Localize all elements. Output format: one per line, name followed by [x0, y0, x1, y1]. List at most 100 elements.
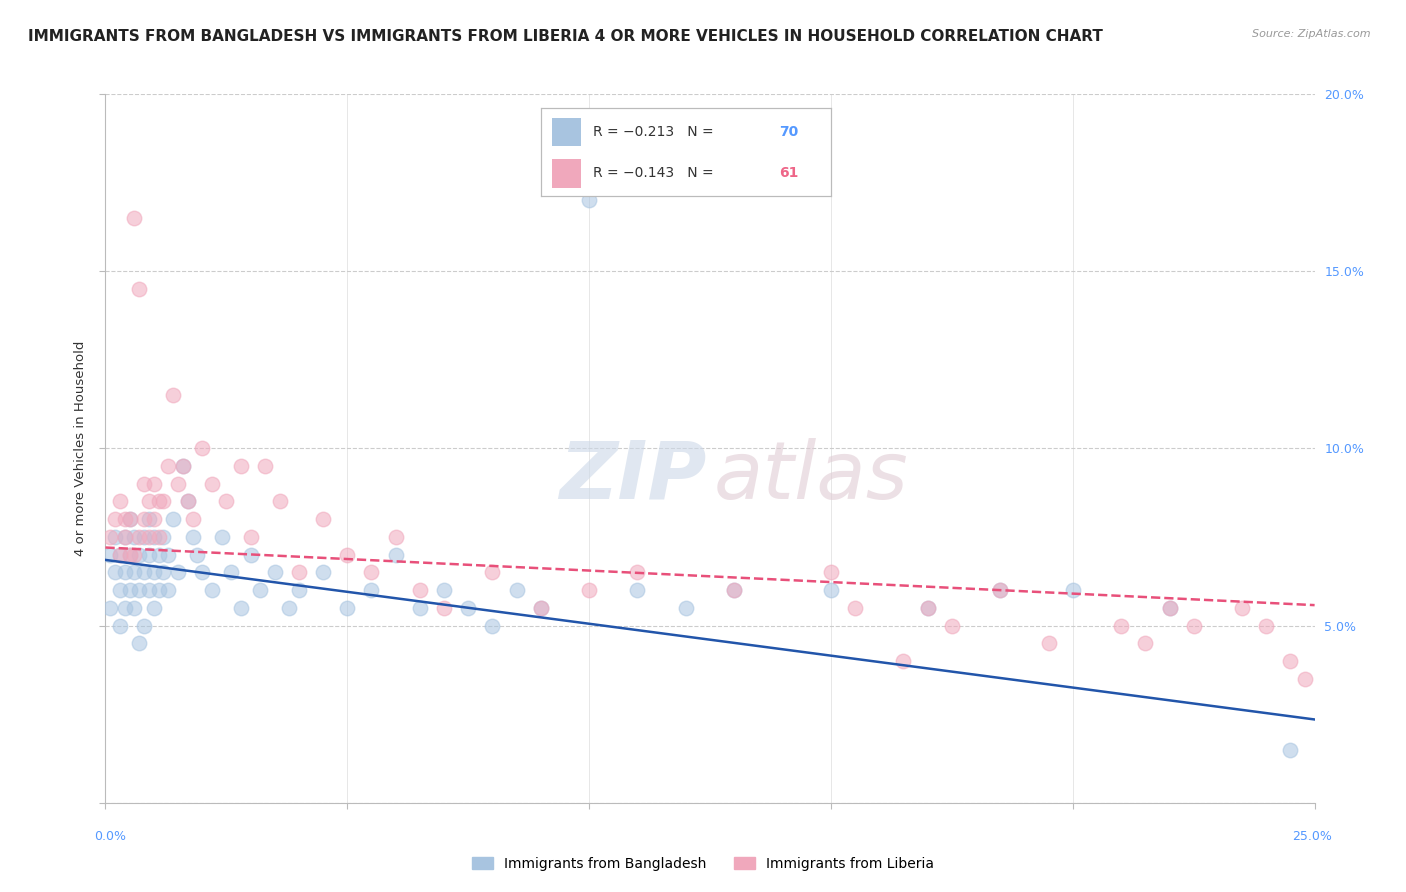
Point: [138, 583, 160, 598]
Point: [626, 583, 648, 598]
Point: [1279, 742, 1302, 756]
Point: [157, 548, 180, 562]
Point: [336, 548, 359, 562]
Point: [118, 512, 141, 526]
Point: [409, 600, 432, 615]
Point: [269, 494, 291, 508]
Point: [114, 530, 136, 544]
Point: [134, 476, 156, 491]
Y-axis label: 4 or more Vehicles in Household: 4 or more Vehicles in Household: [73, 341, 87, 556]
Point: [988, 583, 1011, 598]
Point: [138, 530, 160, 544]
Legend: Immigrants from Bangladesh, Immigrants from Liberia: Immigrants from Bangladesh, Immigrants f…: [467, 851, 939, 876]
Point: [134, 566, 156, 580]
Point: [118, 548, 141, 562]
Text: atlas: atlas: [714, 438, 908, 516]
Point: [186, 548, 208, 562]
Point: [229, 600, 252, 615]
Point: [98, 530, 121, 544]
Point: [114, 600, 136, 615]
Point: [211, 530, 233, 544]
Point: [288, 583, 311, 598]
Point: [249, 583, 271, 598]
Point: [167, 566, 190, 580]
Point: [138, 494, 160, 508]
Point: [433, 600, 456, 615]
Point: [1279, 654, 1302, 668]
Point: [917, 600, 939, 615]
Point: [723, 583, 745, 598]
Point: [384, 548, 406, 562]
Point: [1135, 636, 1157, 650]
Point: [162, 512, 184, 526]
Point: [157, 583, 180, 598]
Point: [134, 618, 156, 632]
Point: [172, 458, 194, 473]
Point: [384, 530, 406, 544]
Point: [481, 618, 503, 632]
Point: [820, 566, 842, 580]
Point: [118, 512, 141, 526]
Point: [128, 548, 150, 562]
Point: [844, 600, 866, 615]
Point: [104, 566, 127, 580]
Point: [114, 566, 136, 580]
Point: [1062, 583, 1084, 598]
Point: [114, 530, 136, 544]
Point: [148, 530, 170, 544]
Point: [167, 476, 190, 491]
Point: [124, 600, 146, 615]
Point: [108, 583, 131, 598]
Point: [336, 600, 359, 615]
Text: IMMIGRANTS FROM BANGLADESH VS IMMIGRANTS FROM LIBERIA 4 OR MORE VEHICLES IN HOUS: IMMIGRANTS FROM BANGLADESH VS IMMIGRANTS…: [28, 29, 1102, 44]
Point: [142, 512, 165, 526]
Point: [988, 583, 1011, 598]
Point: [917, 600, 939, 615]
Point: [181, 512, 204, 526]
Text: 0.0%: 0.0%: [94, 830, 125, 843]
Point: [191, 441, 214, 455]
Point: [433, 583, 456, 598]
Point: [675, 600, 697, 615]
Point: [893, 654, 915, 668]
Point: [360, 583, 382, 598]
Point: [239, 530, 262, 544]
Point: [530, 600, 553, 615]
Point: [1038, 636, 1060, 650]
Point: [1159, 600, 1181, 615]
Point: [409, 583, 432, 598]
Point: [138, 512, 160, 526]
Point: [263, 566, 285, 580]
Point: [181, 530, 204, 544]
Point: [104, 512, 127, 526]
Point: [941, 618, 963, 632]
Point: [142, 476, 165, 491]
Text: ZIP: ZIP: [560, 438, 706, 516]
Text: 25.0%: 25.0%: [1292, 830, 1331, 843]
Point: [1182, 618, 1205, 632]
Point: [128, 282, 150, 296]
Point: [98, 600, 121, 615]
Point: [288, 566, 311, 580]
Point: [1159, 600, 1181, 615]
Point: [157, 458, 180, 473]
Point: [312, 566, 335, 580]
Point: [457, 600, 479, 615]
Point: [134, 512, 156, 526]
Point: [142, 530, 165, 544]
Point: [152, 530, 174, 544]
Point: [820, 583, 842, 598]
Point: [1230, 600, 1253, 615]
Point: [148, 494, 170, 508]
Point: [104, 530, 127, 544]
Point: [215, 494, 238, 508]
Point: [124, 566, 146, 580]
Point: [138, 548, 160, 562]
Point: [142, 600, 165, 615]
Point: [191, 566, 214, 580]
Point: [578, 193, 600, 207]
Point: [124, 211, 146, 225]
Point: [118, 583, 141, 598]
Point: [108, 494, 131, 508]
Point: [505, 583, 527, 598]
